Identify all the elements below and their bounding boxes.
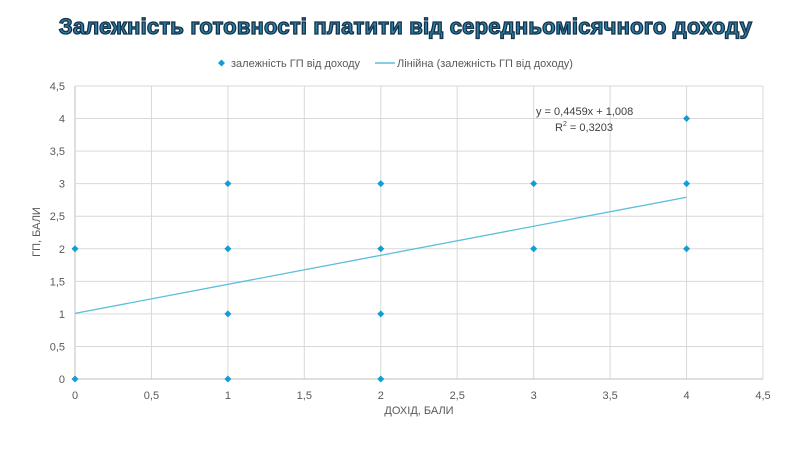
data-point xyxy=(530,245,538,253)
tick-labels: 0 0,5 1 1,5 2 2,5 3 3,5 4 4,5 0 0,5 1 1,5 2 2,5 3 3,5 4 4,5 xyxy=(50,81,771,402)
y-tick-label: 2,5 xyxy=(50,211,65,223)
data-point xyxy=(530,180,538,188)
x-tick-label: 2,5 xyxy=(450,390,465,402)
x-tick-label: 4 xyxy=(683,390,689,402)
data-point xyxy=(683,115,691,123)
data-point xyxy=(377,375,385,383)
data-points xyxy=(71,115,691,383)
legend-label-trendline: Лінійна (залежність ГП від доходу) xyxy=(397,58,573,70)
x-tick-label: 4,5 xyxy=(755,390,770,402)
data-point xyxy=(224,375,232,383)
trendline xyxy=(74,196,687,315)
x-tick-label: 0 xyxy=(72,390,78,402)
legend-label-series: залежність ГП від доходу xyxy=(231,58,361,70)
y-tick-label: 0,5 xyxy=(50,341,65,353)
legend-marker-series xyxy=(218,59,225,67)
legend: залежність ГП від доходу Лінійна (залежн… xyxy=(218,58,573,70)
data-point xyxy=(224,180,232,188)
y-tick-label: 4 xyxy=(59,114,65,126)
y-tick-label: 0 xyxy=(59,374,65,386)
y-tick-label: 1,5 xyxy=(50,276,65,288)
x-tick-label: 0,5 xyxy=(144,390,159,402)
x-axis-label: ДОХІД, БАЛИ xyxy=(384,405,453,417)
x-tick-label: 1 xyxy=(225,390,231,402)
x-tick-label: 1,5 xyxy=(297,390,312,402)
y-tick-label: 1 xyxy=(59,309,65,321)
data-point xyxy=(224,310,232,318)
y-tick-label: 3,5 xyxy=(50,146,65,158)
y-tick-label: 3 xyxy=(59,179,65,191)
x-tick-label: 2 xyxy=(378,390,384,402)
y-axis-label: ГП, БАЛИ xyxy=(31,207,43,257)
y-tick-label: 2 xyxy=(59,244,65,256)
x-tick-label: 3 xyxy=(531,390,537,402)
data-point xyxy=(377,180,385,188)
data-point xyxy=(377,245,385,253)
data-point xyxy=(377,310,385,318)
data-point xyxy=(71,375,79,383)
data-point xyxy=(683,245,691,253)
r-squared-label: R2 = 0,3203 xyxy=(555,121,613,134)
chart-title: Залежність готовності платити від середн… xyxy=(58,13,753,39)
y-tick-label: 4,5 xyxy=(50,81,65,93)
trendline-equation: y = 0,4459x + 1,008 xyxy=(536,106,633,118)
data-point xyxy=(71,245,79,253)
x-tick-label: 3,5 xyxy=(602,390,617,402)
grid xyxy=(74,85,764,380)
data-point xyxy=(683,180,691,188)
data-point xyxy=(224,245,232,253)
